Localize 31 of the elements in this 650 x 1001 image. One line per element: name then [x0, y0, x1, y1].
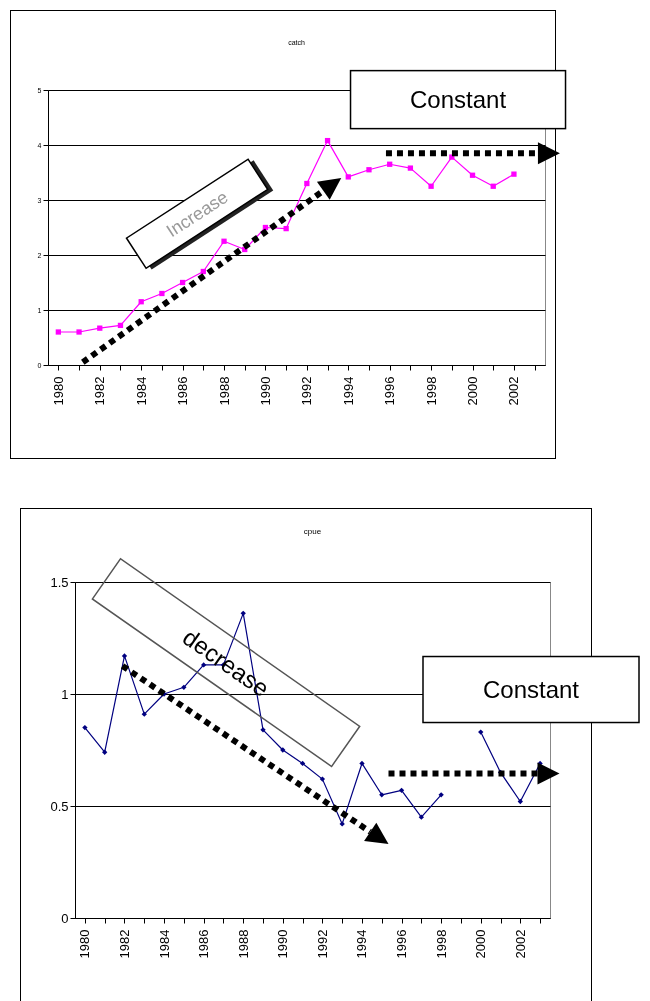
x-tick-label: 2000	[465, 376, 481, 406]
x-tick-label: 1996	[382, 376, 398, 406]
x-tick-label: 2000	[473, 929, 489, 959]
x-tick-label: 1998	[433, 929, 449, 959]
y-tick-label: 1.5	[50, 574, 69, 590]
x-tick-label: 1984	[133, 376, 149, 406]
x-tick-label: 1990	[275, 929, 291, 959]
x-tick-label: 1988	[216, 376, 232, 406]
x-tick-label: 2002	[506, 376, 522, 406]
annotation: Constant	[409, 86, 507, 114]
x-tick-label: 1982	[92, 376, 108, 406]
x-tick-label: 1984	[156, 929, 172, 959]
x-tick-label: 1992	[314, 929, 330, 959]
chart-title: cpue	[303, 527, 322, 536]
x-tick-label: 1992	[299, 376, 315, 406]
x-tick-label: 1990	[257, 376, 273, 406]
y-tick-label: 0.5	[50, 798, 69, 814]
x-tick-label: 1994	[340, 376, 356, 406]
y-tick-label: 1	[61, 686, 69, 702]
x-tick-label: 1986	[175, 376, 191, 406]
y-tick-label: 0	[61, 910, 69, 926]
x-tick-label: 1982	[116, 929, 132, 959]
x-tick-label: 1988	[235, 929, 251, 959]
x-tick-label: 1980	[50, 376, 66, 406]
x-tick-label: 1996	[394, 929, 410, 959]
x-tick-label: 1998	[423, 376, 439, 406]
x-tick-label: 1986	[196, 929, 212, 959]
x-tick-label: 2002	[512, 929, 528, 959]
x-tick-label: 1994	[354, 929, 370, 959]
annotation: Constant	[482, 675, 580, 703]
x-tick-label: 1980	[77, 929, 93, 959]
